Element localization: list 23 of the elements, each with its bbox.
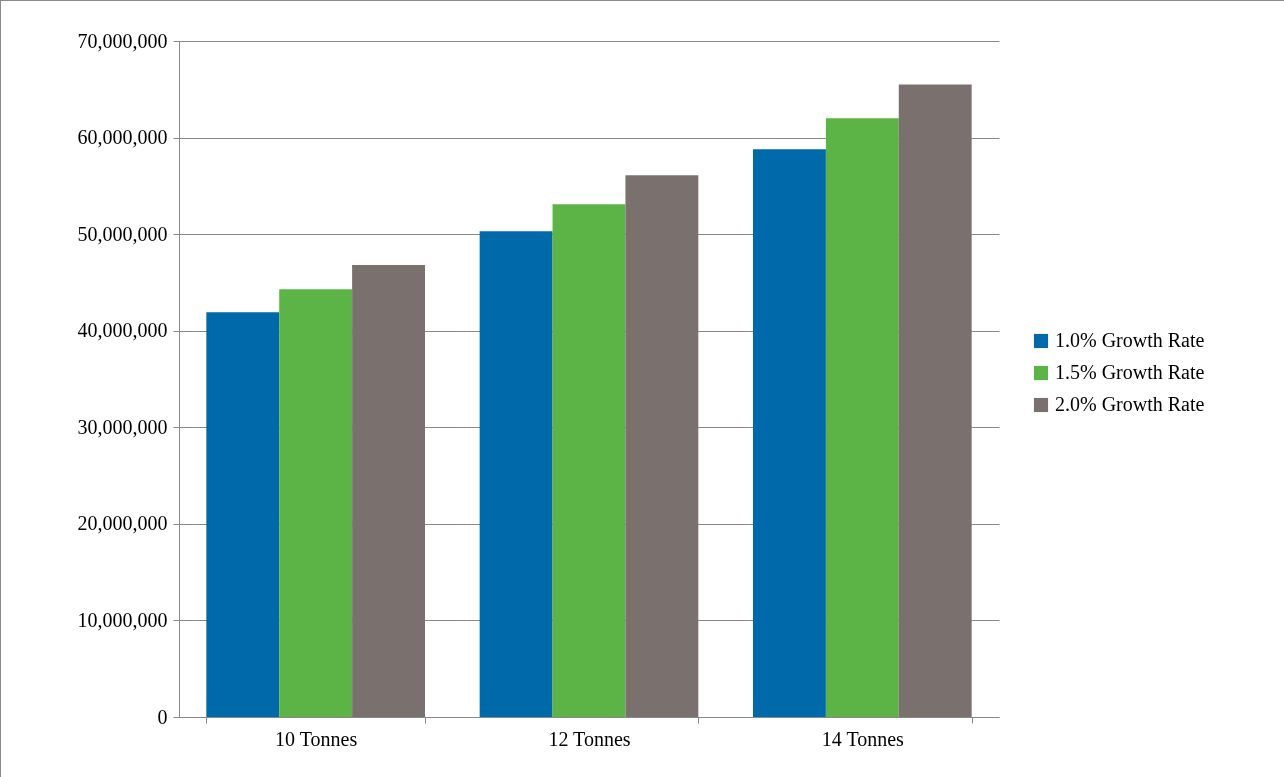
y-tick-label: 30,000,000 (77, 415, 168, 438)
bar (625, 175, 699, 717)
y-tick-label: 60,000,000 (77, 126, 168, 149)
x-tick-label: 10 Tonnes (275, 727, 358, 750)
bar (279, 289, 353, 717)
legend-label: 1.0% Growth Rate (1055, 329, 1205, 351)
y-tick-label: 10,000,000 (77, 608, 168, 631)
bar (898, 84, 972, 717)
x-tick-label: 12 Tonnes (548, 727, 631, 750)
legend-label: 2.0% Growth Rate (1055, 393, 1205, 415)
bar (552, 204, 626, 717)
y-tick-label: 70,000,000 (77, 29, 168, 52)
y-tick-label: 0 (157, 705, 168, 728)
bar (352, 265, 425, 717)
y-tick-label: 20,000,000 (77, 512, 168, 535)
bar (753, 149, 826, 717)
x-tick-label: 14 Tonnes (821, 727, 905, 750)
y-tick-label: 50,000,000 (77, 222, 168, 245)
y-tick-label: 40,000,000 (77, 319, 168, 342)
bar (479, 231, 553, 717)
bar (206, 312, 280, 717)
bar (825, 118, 899, 717)
legend-label: 1.5% Growth Rate (1055, 361, 1205, 383)
